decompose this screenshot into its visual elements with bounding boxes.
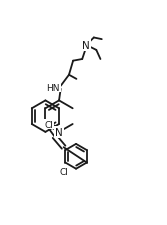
Text: Cl: Cl — [44, 120, 53, 129]
Text: Cl: Cl — [59, 167, 68, 176]
Text: N: N — [82, 41, 90, 51]
Text: N: N — [55, 127, 63, 137]
Text: HN: HN — [46, 83, 60, 92]
